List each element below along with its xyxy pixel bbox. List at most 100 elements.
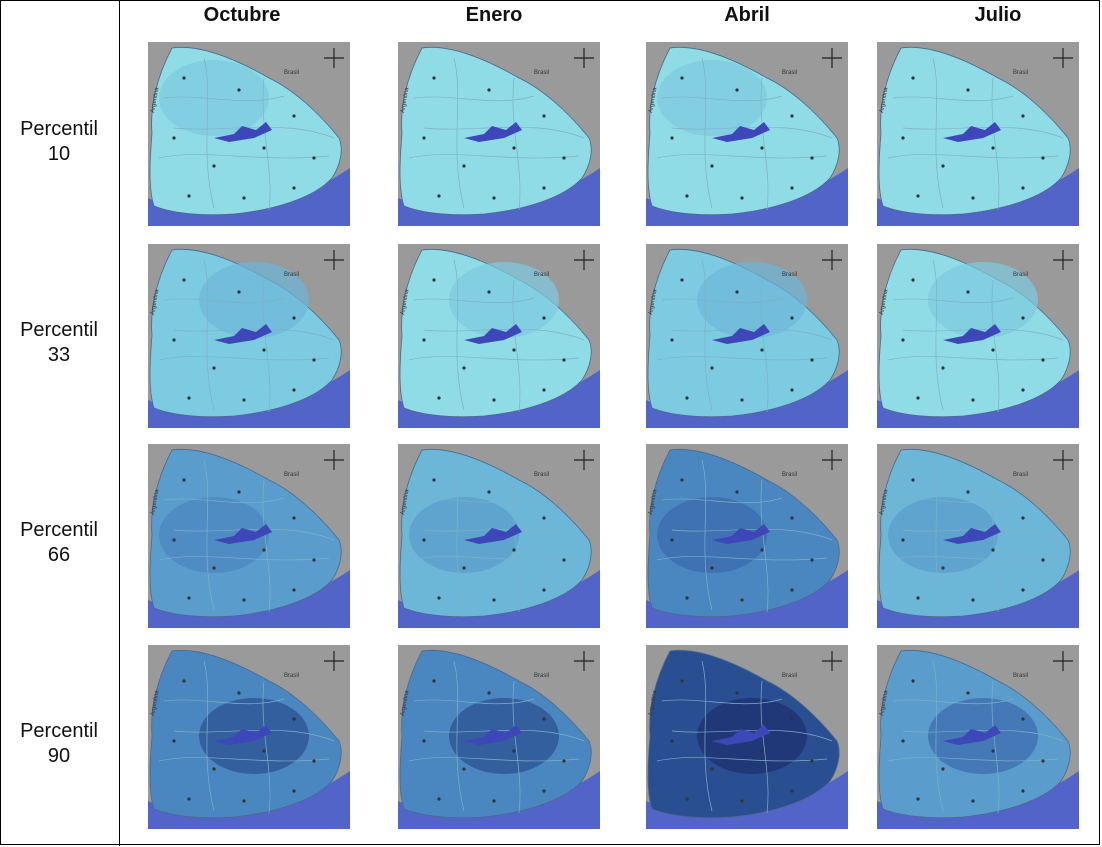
row-label-value: 10 [47,143,71,165]
station-dot [487,490,491,494]
station-dot [710,366,714,370]
station-dot [971,398,975,402]
map-svg: Brasil Argentina [398,444,600,628]
station-dot [492,598,496,602]
station-dot [790,316,794,320]
label-argentina: Argentina [879,689,889,716]
map-svg: Brasil Argentina [877,444,1079,628]
station-dot [242,196,246,200]
station-dot [182,679,186,683]
lake-shape [943,725,1001,745]
station-dot [740,398,744,402]
boundary-line [902,528,1064,541]
station-dot [312,558,316,562]
station-dot [735,691,739,695]
boundary-line [661,297,783,304]
boundary-line [158,154,330,159]
boundary-line [892,95,1014,102]
station-dot [735,290,739,294]
station-dot [810,358,814,362]
station-dot [971,799,975,803]
compass-icon [822,651,842,671]
station-dot [437,596,441,600]
label-brasil: Brasil [782,472,797,478]
map-panel-r2-c2: Brasil Argentina [642,440,852,635]
station-dot [991,146,995,150]
map-panel-r1-c2: Brasil Argentina [642,240,852,435]
contour-zone [657,497,767,573]
map-svg: Brasil Argentina [398,244,600,428]
station-dot [680,478,684,482]
station-dot [187,797,191,801]
label-argentina: Argentina [400,488,410,515]
station-dot [790,388,794,392]
label-column-divider [119,0,120,846]
map-panel-r2-c0: Brasil Argentina [144,440,354,635]
boundary-line [203,259,215,411]
map-panel-r0-c3: Brasil Argentina [873,38,1083,233]
station-dot [916,596,920,600]
station-dot [437,396,441,400]
boundary-line [932,660,944,812]
station-dot [562,156,566,160]
map-panel-r2-c3: Brasil Argentina [873,440,1083,635]
label-brasil: Brasil [534,472,549,478]
station-dot [212,366,216,370]
lake-shape [943,324,1001,344]
station-dot [941,767,945,771]
map-panel-r0-c1: Brasil Argentina [394,38,604,233]
boundary-line [701,459,713,611]
station-dot [901,338,905,342]
boundary-line [661,497,783,504]
boundary-line [902,729,1064,742]
label-argentina: Argentina [879,488,889,515]
compass-icon [574,450,594,470]
boundary-line [512,77,521,211]
compass-icon [324,48,344,68]
boundary-line [158,356,330,361]
boundary-line [408,154,580,159]
station-dot [292,316,296,320]
boundary-line [701,259,713,411]
column-header-abril: Abril [724,4,770,26]
contour-zone [159,497,269,573]
boundary-line [671,729,833,742]
boundary-line [262,479,271,613]
station-dot [437,797,441,801]
station-dot [182,76,186,80]
compass-icon [1053,651,1073,671]
boundary-line [656,356,828,361]
column-header-julio: Julio [974,4,1022,26]
label-argentina: Argentina [879,86,889,113]
station-dot [187,396,191,400]
boundary-line [991,279,1000,413]
station-dot [685,194,689,198]
station-dot [790,588,794,592]
map-svg: Brasil Argentina [148,42,350,226]
boundary-line [892,297,1014,304]
boundary-line [991,680,1000,814]
station-dot [172,739,176,743]
boundary-line [760,680,769,814]
boundary-line [701,660,713,812]
map-svg: Brasil Argentina [148,645,350,829]
station-dot [292,789,296,793]
row-label-text: Percentil [20,118,98,140]
boundary-line [887,757,1059,762]
map-panel-r3-c1: Brasil Argentina [394,641,604,836]
contour-zone [199,262,309,338]
boundary-line [262,680,271,814]
station-dot [542,516,546,520]
station-dot [901,739,905,743]
station-dot [422,136,426,140]
boundary-line [262,77,271,211]
station-dot [790,516,794,520]
station-dot [262,146,266,150]
boundary-line [163,297,285,304]
station-dot [685,396,689,400]
station-dot [432,76,436,80]
station-dot [1021,114,1025,118]
station-dot [911,278,915,282]
boundary-line [656,757,828,762]
